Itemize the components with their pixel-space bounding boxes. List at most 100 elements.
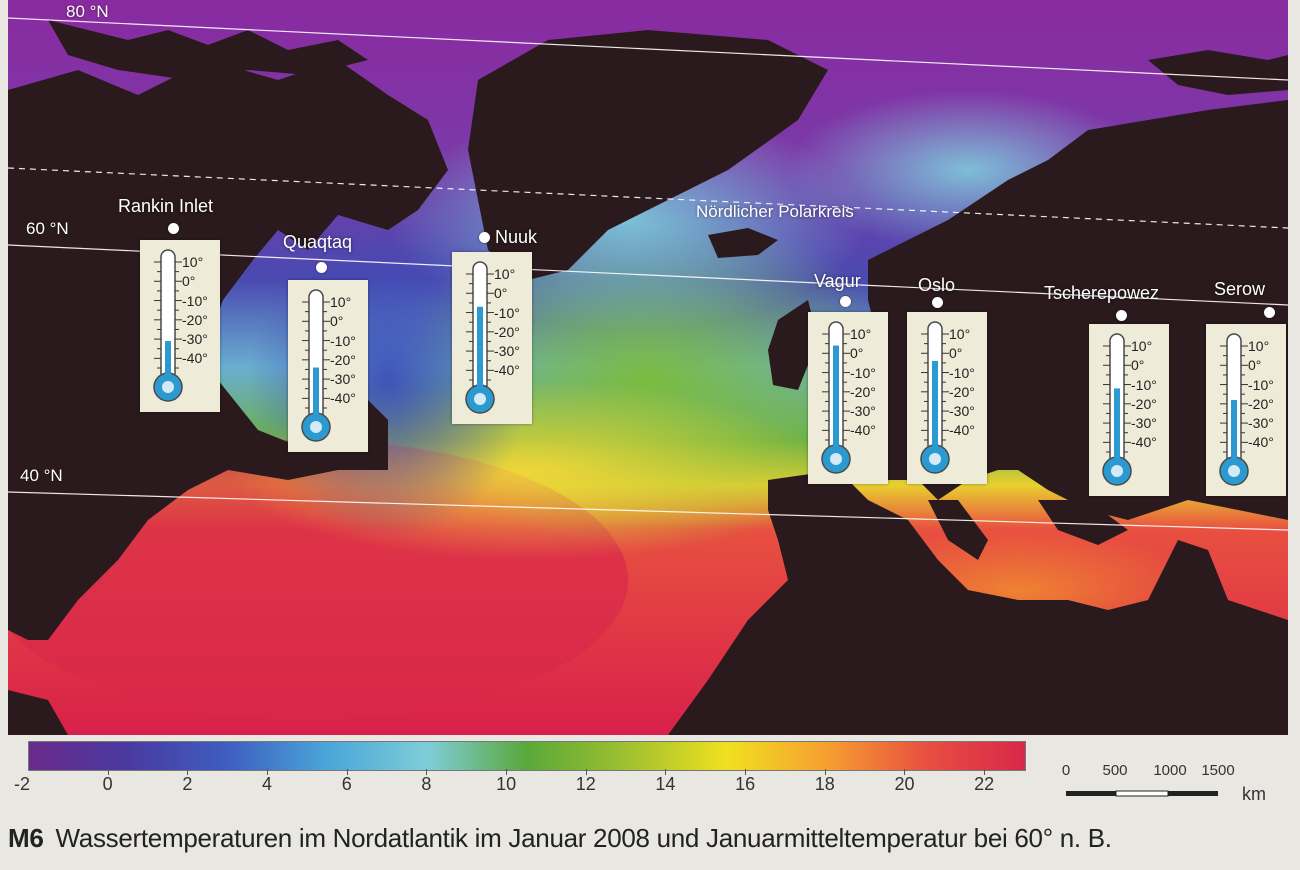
legend-tick-label: 14 <box>655 774 676 794</box>
thermometer-graphic <box>1219 333 1249 486</box>
thermometer-scale-label: -20° <box>1248 395 1274 412</box>
scale-bar: 0 500 1000 1500 <box>1060 762 1300 806</box>
thermometer-scale-label: -30° <box>182 331 208 348</box>
thermometer-quaqtaq: 10° 0° -10° -20° -30° -40° <box>288 280 368 452</box>
legend-tick-mark <box>665 769 667 775</box>
thermometer-vagur: 10° 0° -10° -20° -30° -40° <box>808 312 888 484</box>
station-name-oslo: Oslo <box>918 275 956 295</box>
thermometer-fluid-level <box>932 360 938 452</box>
thermometer-graphic <box>301 289 331 442</box>
thermometer-fluid-level <box>1231 399 1237 464</box>
thermometer-scale-label: -20° <box>1131 395 1157 412</box>
thermometer-fluid-level <box>165 341 171 380</box>
latitude-line-40 <box>8 491 1288 531</box>
legend-tick-label: 16 <box>735 774 756 794</box>
thermometer-scale-label: -40° <box>182 350 208 367</box>
station-marker <box>1116 310 1127 321</box>
thermometer-graphic <box>465 261 495 414</box>
thermometer-graphic <box>1102 333 1132 486</box>
station-name-rankin-inlet: Rankin Inlet <box>118 196 214 216</box>
thermometer-scale-label: -40° <box>850 422 876 439</box>
station-marker <box>316 262 327 273</box>
figure-id: M6 <box>8 823 44 853</box>
thermometer-scale-label: -20° <box>850 383 876 400</box>
station-marker <box>479 232 490 243</box>
thermometer-scale-label: -30° <box>494 343 520 360</box>
station-marker <box>1264 307 1275 318</box>
thermometer-fluid-level <box>313 367 319 420</box>
thermometer-scale-label: 10° <box>330 294 352 310</box>
station-name-serow: Serow <box>1214 279 1266 299</box>
latitude-label-60: 60 °N <box>26 219 69 238</box>
thermometer-scale-label: -10° <box>494 304 520 321</box>
scale-bar-graphic <box>1066 790 1218 797</box>
thermometer-rankin-inlet: 10° 0° -10° -20° -30° -40° <box>140 240 220 412</box>
legend-tick-mark <box>187 769 189 775</box>
legend-tick-mark <box>585 769 587 775</box>
thermometer-scale-label: -30° <box>330 371 356 388</box>
thermometer-scale-label: 10° <box>1248 338 1270 354</box>
station-name-tscherepowez: Tscherepowez <box>1044 283 1160 303</box>
figure-caption: M6 Wassertemperaturen im Nordatlantik im … <box>8 823 1112 854</box>
thermometer-scale-label: 10° <box>850 326 872 342</box>
thermometer-scale-label: -10° <box>330 332 356 349</box>
thermometer-graphic <box>153 249 183 402</box>
thermometer-scale-label: -30° <box>949 403 975 420</box>
legend-tick-mark <box>267 769 269 775</box>
legend-tick-label: 12 <box>575 774 596 794</box>
thermometer-oslo: 10° 0° -10° -20° -30° -40° <box>907 312 987 484</box>
thermometer-fluid-level <box>833 345 839 452</box>
station-marker <box>840 296 851 307</box>
latitude-line-60 <box>8 244 1288 306</box>
legend-tick-mark <box>745 769 747 775</box>
legend-tick-label: 8 <box>421 774 432 794</box>
scale-unit: km <box>1242 784 1266 804</box>
legend-tick-mark <box>904 769 906 775</box>
thermometer-scale-label: -10° <box>949 364 975 381</box>
legend-tick-label: 0 <box>102 774 113 794</box>
thermometer-scale-label: -10° <box>1248 376 1274 393</box>
thermometer-scale-label: -30° <box>1131 415 1157 432</box>
legend-tick-label: -2 <box>13 774 31 794</box>
temperature-color-legend <box>28 741 1026 771</box>
thermometer-scale-label: -10° <box>1131 376 1157 393</box>
thermometer-scale-label: -20° <box>494 323 520 340</box>
legend-tick-mark <box>824 769 826 775</box>
legend-tick-label: 4 <box>262 774 273 794</box>
legend-tick-label: 20 <box>894 774 915 794</box>
station-name-vagur: Vagur <box>814 271 861 291</box>
station-name-nuuk: Nuuk <box>495 227 538 247</box>
thermometer-scale-label: 0° <box>949 345 963 362</box>
polar-circle-label: Nördlicher Polarkreis <box>696 202 854 221</box>
legend-tick-mark <box>426 769 428 775</box>
legend-tick-label: 18 <box>814 774 835 794</box>
thermometer-scale-label: 10° <box>949 326 971 342</box>
thermometer-scale-label: -30° <box>850 403 876 420</box>
latitude-label-40: 40 °N <box>20 466 63 485</box>
scale-tick-label: 0 <box>1061 762 1071 779</box>
thermometer-scale-label: 0° <box>1248 357 1262 374</box>
thermometer-scale-label: -40° <box>1131 434 1157 451</box>
thermometer-scale-label: -20° <box>949 383 975 400</box>
station-marker <box>932 297 943 308</box>
thermometer-scale-label: -20° <box>182 311 208 328</box>
thermometer-scale-label: -30° <box>1248 415 1274 432</box>
thermometer-scale-label: 0° <box>330 313 344 330</box>
thermometer-scale-label: -10° <box>850 364 876 381</box>
legend-tick-mark <box>107 769 109 775</box>
thermometer-scale-label: -40° <box>949 422 975 439</box>
thermometer-scale-label: -10° <box>182 292 208 309</box>
legend-tick-label: 10 <box>496 774 517 794</box>
thermometer-nuuk: 10° 0° -10° -20° -30° -40° <box>452 252 532 424</box>
sea-temperature-map: 80 °N 60 °N 40 °N Nördlicher Polarkreis … <box>8 0 1288 735</box>
thermometer-scale-label: 10° <box>494 266 516 282</box>
legend-tick-mark <box>346 769 348 775</box>
thermometer-scale-label: 0° <box>850 345 864 362</box>
legend-tick-label: 22 <box>974 774 995 794</box>
thermometer-graphic <box>920 321 950 474</box>
thermometer-scale-label: -40° <box>330 390 356 407</box>
legend-tick-label: 2 <box>182 774 193 794</box>
thermometer-scale-label: 0° <box>1131 357 1145 374</box>
thermometer-scale-label: -20° <box>330 351 356 368</box>
